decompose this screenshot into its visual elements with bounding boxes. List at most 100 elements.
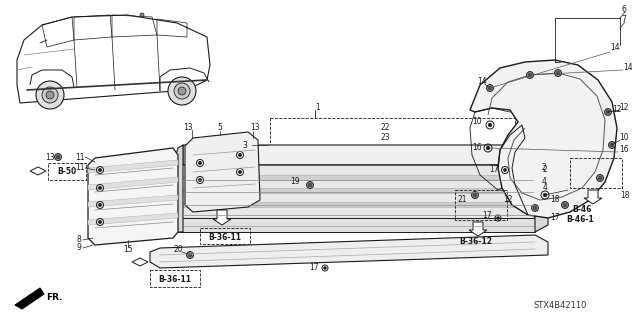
Text: 17: 17 [550,213,560,222]
Polygon shape [88,213,178,225]
Polygon shape [183,145,530,165]
Circle shape [533,206,537,210]
Polygon shape [30,167,46,175]
Text: 22: 22 [380,123,390,132]
Polygon shape [88,195,178,207]
Text: B-46: B-46 [572,205,592,214]
Text: 7: 7 [621,16,627,25]
Text: 13: 13 [250,123,260,132]
Text: 17: 17 [309,263,319,272]
Circle shape [486,146,490,150]
Text: 20: 20 [173,246,183,255]
Circle shape [99,220,102,224]
Text: 2: 2 [541,164,547,173]
Circle shape [531,204,538,211]
Text: 18: 18 [550,196,560,204]
Circle shape [99,186,102,189]
Circle shape [556,71,560,75]
Circle shape [198,161,202,165]
Polygon shape [584,190,602,204]
Text: 14: 14 [623,63,633,72]
Circle shape [536,172,538,174]
Text: 3: 3 [243,140,248,150]
Text: 15: 15 [123,246,133,255]
Text: B-36-11: B-36-11 [209,233,241,241]
Circle shape [563,203,567,207]
Text: B-50: B-50 [58,167,77,176]
Text: B-46-1: B-46-1 [566,216,594,225]
Bar [200,228,250,244]
Circle shape [308,183,312,187]
Text: 17: 17 [489,166,499,174]
Polygon shape [185,132,260,212]
Text: 18: 18 [620,190,630,199]
Text: B-36-11: B-36-11 [159,275,191,284]
Text: 8: 8 [77,235,81,244]
Text: 12: 12 [620,103,628,113]
Circle shape [168,77,196,105]
Circle shape [36,81,64,109]
Circle shape [488,86,492,90]
Text: 13: 13 [183,123,193,132]
Polygon shape [178,165,535,225]
Text: 4: 4 [543,183,547,192]
Circle shape [554,70,561,77]
Text: 21: 21 [457,196,467,204]
Circle shape [42,87,58,103]
Circle shape [488,123,492,127]
Text: 23: 23 [380,133,390,143]
Polygon shape [88,177,178,190]
Text: 16: 16 [472,144,482,152]
Bar [270,118,515,168]
Text: 4: 4 [541,177,547,187]
Text: STX4B42110: STX4B42110 [533,300,587,309]
Circle shape [324,267,326,269]
Circle shape [46,91,54,99]
Circle shape [605,108,611,115]
Text: 10: 10 [619,133,629,143]
Text: 16: 16 [619,145,629,154]
Polygon shape [178,218,535,232]
Polygon shape [17,15,210,103]
Circle shape [561,202,568,209]
Text: 13: 13 [45,152,55,161]
Circle shape [99,204,102,207]
Circle shape [186,251,193,258]
Circle shape [486,85,493,92]
Circle shape [596,174,604,182]
Polygon shape [213,210,231,225]
Text: 14: 14 [610,43,620,53]
Bar [570,158,622,188]
Text: 19: 19 [290,177,300,187]
Circle shape [472,191,479,198]
Polygon shape [88,148,178,245]
Circle shape [99,168,102,172]
Circle shape [239,170,241,174]
Circle shape [598,176,602,180]
Bar [48,163,86,180]
Circle shape [198,178,202,182]
Text: 11: 11 [76,164,84,173]
Text: 14: 14 [477,78,487,86]
Circle shape [56,155,60,159]
Polygon shape [173,145,183,232]
Circle shape [536,187,538,189]
Polygon shape [183,175,533,180]
Circle shape [239,153,241,157]
Polygon shape [530,145,548,232]
Polygon shape [150,235,548,268]
Text: 11: 11 [76,152,84,161]
Text: 17: 17 [482,211,492,219]
Text: 10: 10 [472,117,482,127]
Circle shape [174,83,190,99]
Circle shape [497,217,499,219]
Text: 12: 12 [612,106,621,115]
Text: 12: 12 [503,196,513,204]
Text: 2: 2 [543,166,547,174]
Circle shape [611,143,614,147]
Text: B-36-12: B-36-12 [460,238,493,247]
Circle shape [178,87,186,95]
Circle shape [140,13,144,17]
Text: 9: 9 [77,243,81,253]
Polygon shape [183,202,533,207]
